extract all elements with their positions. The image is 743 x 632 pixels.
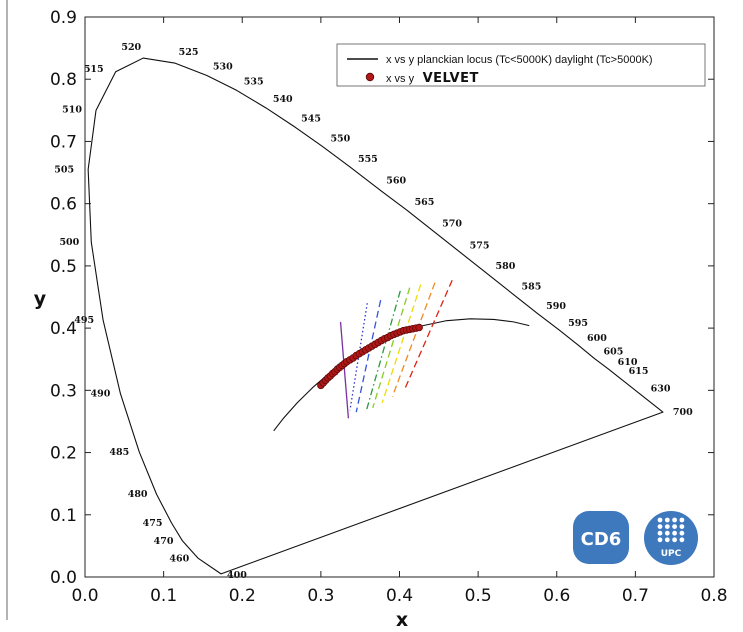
- wavelength-label-475: 475: [143, 518, 163, 529]
- wavelength-label-525: 525: [179, 47, 199, 58]
- iso-cct-line-7: [391, 282, 436, 397]
- x-tick-label-1: 0.1: [150, 586, 177, 606]
- iso-cct-line-4: [365, 290, 401, 411]
- legend-point-label: x vs y VELVET: [386, 69, 479, 86]
- upc-dot: [664, 530, 670, 536]
- wavelength-label-485: 485: [109, 447, 129, 458]
- upc-logo-text: UPC: [661, 549, 682, 559]
- x-tick-label-5: 0.5: [465, 586, 492, 606]
- upc-dot: [679, 524, 685, 529]
- axis-ticks: 0.0 0.1 0.2 0.3 0.4 0.5 0.6 0.7 0.8 0.0 0.1 0.2 0.3 0…: [50, 8, 728, 606]
- wavelength-label-590: 590: [546, 301, 566, 312]
- upc-dot: [679, 530, 685, 536]
- wavelength-label-550: 550: [330, 133, 350, 144]
- x-axis-title: x: [396, 609, 408, 631]
- upc-dot: [664, 517, 670, 523]
- wavelength-label-630: 630: [651, 383, 671, 394]
- wavelength-label-515: 515: [84, 64, 104, 75]
- wavelength-label-500: 500: [59, 237, 79, 248]
- wavelength-label-580: 580: [496, 261, 516, 272]
- upc-logo-badge: [644, 511, 698, 565]
- upc-dot: [657, 517, 663, 523]
- wavelength-label-575: 575: [470, 240, 490, 251]
- x-tick-label-0: 0.0: [71, 586, 98, 606]
- y-axis-title: y: [34, 288, 47, 310]
- wavelength-label-400: 400: [227, 570, 247, 581]
- y-tick-label-4: 0.4: [50, 319, 77, 339]
- upc-dot: [664, 537, 670, 543]
- upc-dot: [657, 537, 663, 543]
- upc-dot: [679, 537, 685, 543]
- x-tick-label-2: 0.2: [229, 586, 256, 606]
- wavelength-label-610: 610: [618, 357, 638, 368]
- upc-dot: [664, 524, 670, 529]
- wavelength-label-535: 535: [244, 76, 264, 87]
- wavelength-label-530: 530: [213, 61, 233, 72]
- wavelength-label-585: 585: [522, 282, 542, 293]
- wavelength-label-505: 505: [54, 164, 74, 175]
- y-tick-label-1: 0.1: [50, 506, 77, 526]
- y-tick-label-3: 0.3: [50, 381, 77, 401]
- legend: x vs y planckian locus (Tc<5000K) daylig…: [336, 43, 706, 87]
- y-tick-label-5: 0.5: [50, 257, 77, 277]
- plot-area: 400 460 470 475 480 485 490 495 500 505 510 515 520 5…: [54, 42, 693, 581]
- x-tick-label-3: 0.3: [307, 586, 334, 606]
- wavelength-label-615: 615: [629, 366, 649, 377]
- wavelength-label-470: 470: [154, 536, 174, 547]
- wavelength-label-480: 480: [128, 489, 148, 500]
- wavelength-label-700: 700: [673, 407, 693, 418]
- wavelength-label-545: 545: [301, 114, 321, 125]
- y-tick-label-8: 0.8: [50, 70, 77, 90]
- y-tick-label-6: 0.6: [50, 195, 77, 215]
- x-tick-label-4: 0.4: [386, 586, 413, 606]
- upc-logo: UPC: [644, 511, 698, 565]
- wavelength-label-540: 540: [273, 94, 293, 105]
- wavelength-label-600: 600: [587, 333, 607, 344]
- wavelength-label-595: 595: [568, 318, 588, 329]
- y-tick-label-9: 0.9: [50, 8, 77, 28]
- iso-cct-line-5: [372, 287, 411, 408]
- upc-dot: [672, 530, 677, 536]
- iso-cct-line-8: [403, 279, 453, 391]
- wavelength-label-570: 570: [442, 219, 462, 230]
- wavelength-label-495: 495: [74, 315, 94, 326]
- upc-dot: [679, 517, 685, 523]
- iso-cct-line-1: [339, 321, 350, 419]
- wavelength-label-460: 460: [169, 553, 189, 564]
- spectral-locus: [87, 57, 664, 575]
- wavelength-label-605: 605: [603, 347, 623, 358]
- wavelength-label-510: 510: [62, 104, 82, 115]
- x-tick-label-8: 0.8: [700, 586, 727, 606]
- upc-dot: [657, 530, 663, 536]
- upc-dot: [672, 517, 677, 523]
- velvet-point-35: [415, 323, 423, 332]
- y-tick-label-7: 0.7: [50, 132, 77, 152]
- y-tick-label-2: 0.2: [50, 444, 77, 464]
- wavelength-label-520: 520: [121, 42, 141, 53]
- legend-point-swatch: [365, 72, 375, 82]
- upc-dot: [672, 537, 677, 543]
- upc-dot: [657, 524, 663, 529]
- cd6-logo-badge: [573, 511, 629, 564]
- upc-logo-dots: [657, 517, 685, 543]
- wavelength-label-560: 560: [386, 176, 406, 187]
- cd6-logo: CD6: [573, 511, 629, 564]
- legend-point-prefix: x vs y: [386, 73, 415, 85]
- legend-point-brand: VELVET: [423, 71, 479, 86]
- x-tick-label-6: 0.6: [543, 586, 570, 606]
- wavelength-label-565: 565: [415, 197, 435, 208]
- iso-cct-line-3: [355, 299, 382, 413]
- iso-cct-line-6: [381, 284, 422, 403]
- x-tick-label-7: 0.7: [622, 586, 649, 606]
- cd6-logo-text: CD6: [581, 529, 622, 550]
- legend-box: [336, 43, 706, 87]
- y-tick-label-0: 0.0: [50, 568, 77, 588]
- legend-line-label: x vs y planckian locus (Tc<5000K) daylig…: [386, 54, 653, 66]
- upc-dot: [672, 524, 677, 529]
- wavelength-label-555: 555: [358, 154, 378, 165]
- wavelength-label-490: 490: [91, 388, 111, 399]
